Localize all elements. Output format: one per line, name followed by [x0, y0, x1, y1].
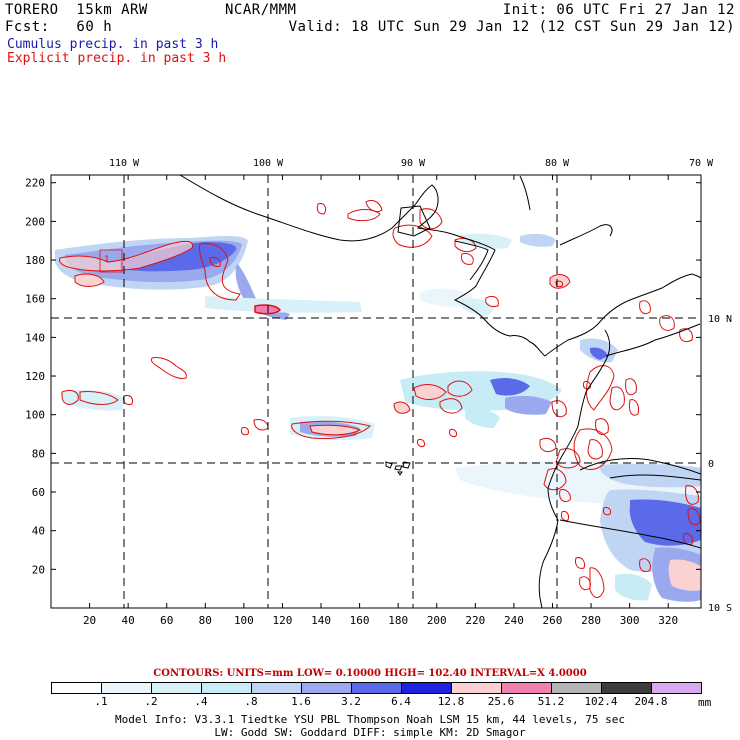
legend-value: 12.8 [437, 695, 465, 708]
graticule [51, 175, 701, 608]
y-index-label: 120 [25, 370, 45, 383]
x-index-label: 160 [350, 614, 370, 627]
x-index-label: 80 [199, 614, 212, 627]
legend-swatch [201, 682, 252, 694]
y-index-label: 40 [32, 525, 45, 538]
x-index-label: 200 [427, 614, 447, 627]
x-index-label: 140 [311, 614, 331, 627]
legend-swatch [601, 682, 652, 694]
lat-label: 10 S [708, 603, 732, 614]
y-index-label: 180 [25, 254, 45, 267]
legend-swatch [151, 682, 202, 694]
x-index-label: 60 [160, 614, 173, 627]
legend-value: 204.8 [634, 695, 668, 708]
x-index-labels: 20 40 60 80 100 120 140 160 180 200 220 240 260 280 30… [83, 614, 678, 627]
map-field [55, 175, 701, 608]
legend-value: .2 [144, 695, 158, 708]
y-index-label: 140 [25, 331, 45, 344]
lon-label: 100 W [253, 158, 284, 169]
legend-swatch [351, 682, 402, 694]
legend-swatch [551, 682, 602, 694]
legend-swatch [101, 682, 152, 694]
legend-value: 51.2 [537, 695, 565, 708]
map-frame [50, 174, 702, 609]
y-index-label: 160 [25, 293, 45, 306]
legend-value: .4 [194, 695, 208, 708]
legend-value: 25.6 [487, 695, 515, 708]
cumulus-field-label: Cumulus precip. in past 3 h [7, 37, 219, 52]
legend-swatch [401, 682, 452, 694]
x-index-label: 40 [122, 614, 135, 627]
lon-labels: 110 W 100 W 90 W 80 W 70 W [109, 158, 714, 169]
y-index-label: 80 [32, 447, 45, 460]
legend-value: .8 [244, 695, 258, 708]
legend-swatch [451, 682, 502, 694]
lon-label: 70 W [689, 158, 714, 169]
y-index-label: 60 [32, 486, 45, 499]
cumulus-precip-areas [55, 233, 701, 602]
x-index-label: 20 [83, 614, 96, 627]
explicit-precip-contours [59, 199, 701, 598]
lat-labels: 10 N 0 10 S [708, 314, 732, 614]
legend-swatch [501, 682, 552, 694]
forecast-hour: Fcst: 60 h [5, 19, 113, 35]
legend-swatch [251, 682, 302, 694]
y-index-label: 220 [25, 177, 45, 190]
lat-label: 0 [708, 459, 714, 470]
y-index-labels: 20 40 60 80 100 120 140 160 180 200 220 [25, 177, 45, 577]
x-index-label: 300 [620, 614, 640, 627]
model-info-line1: Model Info: V3.3.1 Tiedtke YSU PBL Thomp… [115, 713, 625, 726]
x-index-label: 320 [658, 614, 678, 627]
legend-value: 1.6 [291, 695, 311, 708]
coastlines [179, 175, 701, 608]
lon-label: 90 W [401, 158, 426, 169]
org-label: NCAR/MMM [225, 2, 297, 18]
init-time: Init: 06 UTC Fri 27 Jan 12 [502, 2, 735, 18]
model-title: TORERO 15km ARW [5, 2, 148, 18]
x-index-label: 280 [581, 614, 601, 627]
box-label: 1 [104, 255, 109, 265]
legend-value: 102.4 [584, 695, 618, 708]
legend-unit: mm [698, 696, 712, 709]
y-index-label: 200 [25, 215, 45, 228]
legend-value: .1 [94, 695, 108, 708]
y-index-label: 100 [25, 409, 45, 422]
contours-info: CONTOURS: UNITS=mm LOW= 0.10000 HIGH= 10… [153, 668, 587, 679]
legend-value: 3.2 [341, 695, 361, 708]
explicit-field-label: Explicit precip. in past 3 h [7, 51, 227, 66]
legend-swatch [651, 682, 702, 694]
y-tick-marks [51, 182, 701, 570]
legend-swatch [51, 682, 102, 694]
x-index-label: 100 [234, 614, 254, 627]
x-index-label: 240 [504, 614, 524, 627]
lat-label: 10 N [708, 314, 732, 325]
x-index-label: 180 [388, 614, 408, 627]
legend-value: 6.4 [391, 695, 411, 708]
x-index-label: 120 [273, 614, 293, 627]
y-index-label: 20 [32, 563, 45, 576]
lon-label: 80 W [545, 158, 570, 169]
x-index-label: 220 [465, 614, 485, 627]
model-info-line2: LW: Godd SW: Goddard DIFF: simple KM: 2D… [214, 726, 526, 739]
legend-swatch [301, 682, 352, 694]
x-index-label: 260 [543, 614, 563, 627]
lon-label: 110 W [109, 158, 140, 169]
x-tick-marks [89, 175, 669, 608]
valid-time: Valid: 18 UTC Sun 29 Jan 12 (12 CST Sun … [288, 19, 735, 35]
